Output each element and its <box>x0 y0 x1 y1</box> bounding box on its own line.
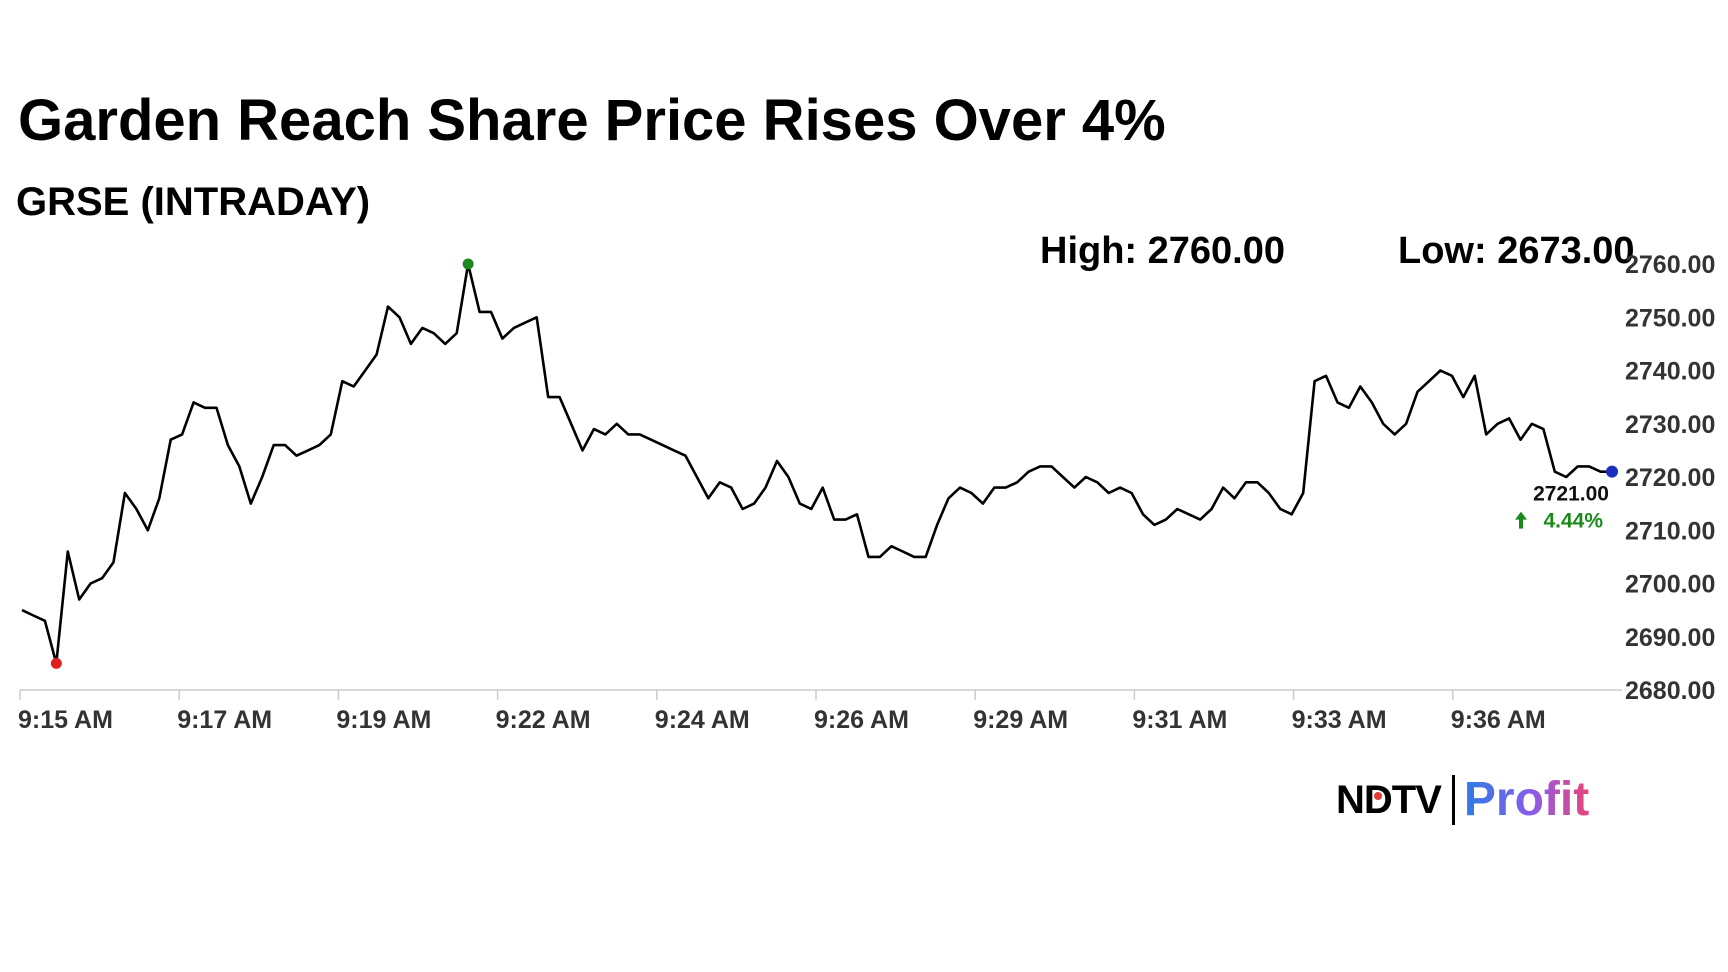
x-tick-label: 9:22 AM <box>496 706 591 734</box>
x-tick-label: 9:29 AM <box>973 706 1068 734</box>
y-tick-label: 2720.00 <box>1625 464 1715 492</box>
last-price-label: 2721.00 <box>1533 483 1609 506</box>
up-arrow-icon <box>1515 511 1527 529</box>
y-tick-label: 2680.00 <box>1625 677 1715 705</box>
x-tick-label: 9:26 AM <box>814 706 909 734</box>
logo-dot-icon <box>1374 792 1382 800</box>
y-tick-label: 2690.00 <box>1625 624 1715 652</box>
y-axis: 2760.00 2750.00 2740.00 2730.00 2720.00 2710.… <box>1625 251 1715 705</box>
price-series <box>21 262 1612 665</box>
logo-profit: Profit <box>1463 773 1590 826</box>
x-tick-label: 9:17 AM <box>177 706 272 734</box>
chart-subtitle: GRSE (INTRADAY) <box>16 180 371 224</box>
last-price-annotation: 2721.00 4.44% <box>1515 483 1609 533</box>
high-marker <box>462 258 474 270</box>
high-value: High: 2760.00 <box>1040 230 1285 272</box>
y-tick-label: 2760.00 <box>1625 251 1715 279</box>
change-label: 4.44% <box>1543 510 1603 533</box>
low-marker <box>50 657 62 669</box>
markers <box>50 258 1618 669</box>
x-axis: 9:15 AM 9:17 AM 9:19 AM 9:22 AM 9:24 AM 9:26 … <box>18 689 1622 734</box>
x-tick-label: 9:36 AM <box>1451 706 1546 734</box>
y-tick-label: 2750.00 <box>1625 304 1715 332</box>
logo-ndtv: NDTV <box>1336 778 1442 822</box>
y-tick-label: 2740.00 <box>1625 358 1715 386</box>
x-tick-label: 9:15 AM <box>18 706 113 734</box>
x-tick-label: 9:24 AM <box>655 706 750 734</box>
x-tick-label: 9:31 AM <box>1132 706 1227 734</box>
low-value: Low: 2673.00 <box>1398 230 1635 272</box>
price-line <box>21 262 1612 665</box>
x-tick-label: 9:19 AM <box>336 706 431 734</box>
y-tick-label: 2710.00 <box>1625 517 1715 545</box>
x-tick-label: 9:33 AM <box>1292 706 1387 734</box>
ndtv-profit-logo: NDTV Profit <box>1336 774 1589 826</box>
y-tick-label: 2700.00 <box>1625 571 1715 599</box>
logo-divider <box>1451 775 1455 825</box>
y-tick-label: 2730.00 <box>1625 411 1715 439</box>
last-price-marker <box>1606 465 1618 478</box>
chart-title: Garden Reach Share Price Rises Over 4% <box>18 88 1166 153</box>
